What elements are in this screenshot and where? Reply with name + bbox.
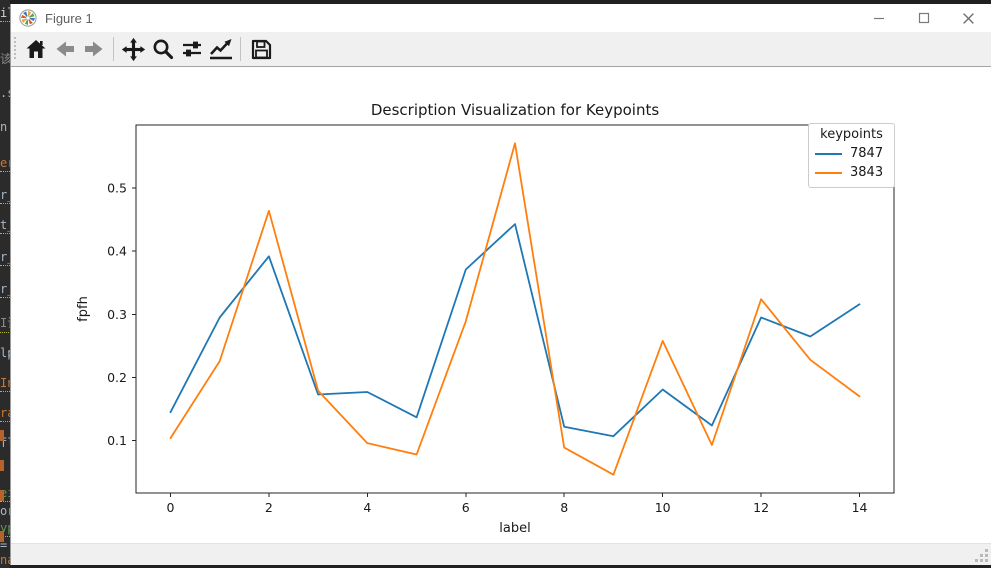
magnifier-icon — [153, 39, 173, 60]
chart-title: Description Visualization for Keypoints — [371, 101, 660, 119]
editor-text-fragment: r_l — [0, 282, 10, 298]
home-icon — [26, 40, 45, 58]
legend-line-swatch — [815, 171, 842, 174]
editor-text-fragment: lp — [0, 346, 10, 360]
x-tick-label: 8 — [560, 500, 568, 515]
editor-text-fragment: 该 — [0, 52, 10, 66]
zoom-button[interactable] — [148, 35, 177, 64]
x-tick-label: 0 — [166, 500, 174, 515]
editor-gutter-mark — [0, 531, 4, 542]
editor-text-fragment: .s — [0, 86, 10, 100]
pan-button[interactable] — [119, 35, 148, 64]
x-tick-label: 12 — [753, 500, 769, 515]
figure-canvas[interactable]: Description Visualization for Keypoints 0… — [11, 67, 991, 543]
sliders-icon — [182, 41, 201, 57]
minimize-icon — [873, 17, 884, 20]
figure-window: Figure 1 — [10, 4, 991, 565]
y-tick-label: 0.4 — [107, 244, 127, 259]
legend-entry: 3843 — [815, 163, 888, 182]
legend-line-swatch — [815, 152, 842, 155]
toolbar-separator — [240, 37, 241, 61]
toolbar-separator — [113, 37, 114, 61]
line-chart-icon — [209, 39, 232, 60]
maximize-icon — [918, 12, 929, 24]
editor-text-fragment: il — [0, 6, 10, 22]
editor-text-fragment: ra — [0, 406, 10, 422]
matplotlib-logo-icon — [19, 9, 37, 27]
y-tick-label: 0.1 — [107, 433, 127, 448]
editor-text-fragment: na — [0, 553, 10, 568]
forward-button[interactable] — [79, 35, 108, 64]
legend-label: 7847 — [850, 146, 884, 161]
editor-text-fragment: In — [0, 376, 10, 392]
editor-text-fragment: r_ — [0, 188, 10, 204]
window-title: Figure 1 — [45, 10, 93, 26]
home-button[interactable] — [21, 35, 50, 64]
x-tick-label: 14 — [852, 500, 868, 515]
arrow-right-icon — [84, 41, 102, 57]
series-line-3843 — [169, 142, 861, 476]
y-tick-label: 0.3 — [107, 307, 127, 322]
x-tick-label: 2 — [265, 500, 273, 515]
floppy-disk-icon — [251, 39, 271, 60]
background-code-editor: il 该 .s n er r_ t_ r_ r_l I该 lp In ra fl ei or yp=na — [0, 0, 10, 568]
window-titlebar[interactable]: Figure 1 — [11, 4, 991, 32]
chart-legend: keypoints 7847 3843 — [808, 123, 895, 188]
editor-gutter-mark — [0, 430, 4, 441]
editor-text-fragment: er — [0, 156, 10, 172]
plot-frame — [135, 124, 895, 494]
resize-grip-icon[interactable] — [975, 549, 988, 562]
save-button[interactable] — [246, 35, 275, 64]
editor-text-fragment: fl — [0, 436, 10, 450]
toolbar-gripper[interactable] — [13, 37, 17, 61]
editor-text-fragment: or — [0, 504, 10, 518]
x-tick-label: 6 — [462, 500, 470, 515]
editor-text-fragment: ei — [0, 486, 10, 502]
editor-text-fragment: r_ — [0, 250, 10, 266]
editor-text-fragment: = — [0, 538, 8, 552]
editor-gutter-mark — [0, 490, 4, 501]
series-line-7847 — [169, 223, 861, 438]
maximize-button[interactable] — [901, 4, 946, 32]
edit-axes-button[interactable] — [206, 35, 235, 64]
legend-title: keypoints — [820, 127, 883, 142]
arrow-left-icon — [56, 41, 74, 57]
y-tick-label: 0.5 — [107, 181, 127, 196]
back-button[interactable] — [50, 35, 79, 64]
legend-entry: 7847 — [815, 144, 888, 163]
close-icon — [963, 12, 974, 24]
x-axis-label: label — [499, 521, 530, 536]
editor-text-fragment: yp — [0, 521, 10, 537]
close-button[interactable] — [946, 4, 991, 32]
move-cross-icon — [121, 37, 146, 61]
y-axis-label: fpfh — [76, 296, 91, 322]
configure-subplots-button[interactable] — [177, 35, 206, 64]
legend-label: 3843 — [850, 165, 884, 180]
line-chart: Description Visualization for Keypoints 0… — [76, 101, 895, 536]
minimize-button[interactable] — [856, 4, 901, 32]
x-tick-label: 10 — [655, 500, 671, 515]
x-tick-label: 4 — [363, 500, 371, 515]
editor-gutter-mark — [0, 460, 4, 471]
matplotlib-toolbar — [11, 32, 991, 67]
editor-text-fragment: I该 — [0, 314, 10, 333]
y-tick-label: 0.2 — [107, 370, 127, 385]
status-bar — [11, 543, 991, 565]
editor-text-fragment: t_ — [0, 218, 10, 234]
editor-text-fragment: n — [0, 120, 8, 134]
